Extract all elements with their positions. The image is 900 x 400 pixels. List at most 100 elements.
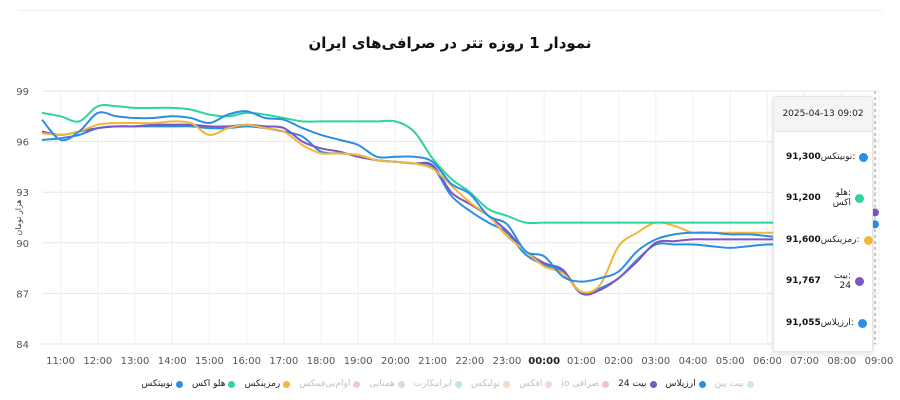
legend-item[interactable]: رمزینکس bbox=[244, 379, 291, 389]
legend-item[interactable]: نوبیتکس bbox=[141, 379, 183, 389]
x-tick-label: 11:00 bbox=[46, 356, 75, 367]
tooltip-series-dot bbox=[857, 318, 867, 328]
hover-tooltip: 2025-04-13 09:02 91,300:نوبیتکس 91,200 :هل… bbox=[773, 96, 873, 352]
x-tick-label: 16:00 bbox=[232, 356, 261, 367]
legend-label: اوام‌بی‌فینکس bbox=[299, 379, 351, 389]
legend-item[interactable]: صرافی io bbox=[561, 379, 610, 389]
x-tick-label: 08:00 bbox=[827, 356, 856, 367]
legend-item[interactable]: همتایی bbox=[369, 379, 405, 389]
series-line-2 bbox=[41, 120, 786, 294]
tooltip-row: 91,600:رمزینکس bbox=[782, 230, 873, 250]
legend-label: افکس bbox=[519, 379, 543, 389]
x-tick-label: 20:00 bbox=[381, 356, 410, 367]
x-tick-label: 02:00 bbox=[604, 356, 633, 367]
legend-dot bbox=[283, 380, 291, 388]
series-line-1 bbox=[41, 104, 786, 225]
tooltip-row: 91,055:ارزپلاس bbox=[782, 313, 867, 333]
tooltip-value: 91,200 bbox=[786, 193, 821, 203]
legend-label: همتایی bbox=[369, 379, 395, 389]
series-line-3 bbox=[41, 123, 786, 296]
legend-item[interactable]: بیت پین bbox=[715, 379, 754, 389]
tooltip-series-dot bbox=[859, 152, 869, 162]
x-tick-label: 07:00 bbox=[790, 356, 819, 367]
legend-dot bbox=[397, 380, 405, 388]
legend-item[interactable]: افکس bbox=[519, 379, 553, 389]
x-tick-label: 01:00 bbox=[567, 356, 596, 367]
y-axis-label: هزار تومان bbox=[14, 199, 23, 235]
legend-dot bbox=[353, 380, 361, 388]
tooltip-row: 91,300:نوبیتکس bbox=[782, 147, 869, 167]
y-tick-label: 90 bbox=[16, 239, 29, 250]
tooltip-series-name: :ارزپلاس bbox=[820, 318, 854, 328]
tooltip-value: 91,055 bbox=[786, 318, 821, 328]
legend-label: بیت 24 bbox=[618, 379, 647, 389]
legend-dot bbox=[228, 380, 236, 388]
legend-item[interactable]: بیت 24 bbox=[618, 379, 657, 389]
tooltip-series-dot bbox=[855, 193, 864, 203]
tooltip-value: 91,600 bbox=[786, 235, 821, 245]
y-tick-label: 84 bbox=[16, 340, 29, 351]
tooltip-row: 91,767 :بیت 24 bbox=[782, 271, 864, 291]
legend-label: بیت پین bbox=[714, 379, 744, 389]
legend-dot bbox=[175, 380, 183, 388]
tooltip-series-name: :رمزینکس bbox=[820, 235, 860, 245]
x-tick-label: 00:00 bbox=[528, 356, 560, 367]
legend-item[interactable]: اوام‌بی‌فینکس bbox=[299, 379, 361, 389]
tooltip-value: 91,300 bbox=[786, 152, 821, 162]
tooltip-timestamp: 2025-04-13 09:02 bbox=[774, 97, 872, 132]
y-tick-label: 96 bbox=[16, 138, 29, 149]
series-lines bbox=[41, 104, 787, 296]
x-tick-label: 18:00 bbox=[307, 356, 336, 367]
y-tick-label: 99 bbox=[16, 87, 29, 98]
legend-item[interactable]: تولیکس bbox=[471, 379, 511, 389]
x-tick-label: 15:00 bbox=[195, 356, 224, 367]
x-tick-label: 22:00 bbox=[455, 356, 484, 367]
tooltip-series-dot bbox=[863, 235, 873, 245]
x-axis-ticks: 11:00 12:00 13:00 14:00 15:00 16:00 17:00 18:00… bbox=[46, 356, 893, 367]
series-line-0 bbox=[41, 110, 787, 283]
x-tick-label: 03:00 bbox=[641, 356, 670, 367]
legend-dot bbox=[545, 380, 553, 388]
y-tick-label: 93 bbox=[16, 188, 29, 199]
legend-label: تولیکس bbox=[471, 379, 501, 389]
x-tick-label: 17:00 bbox=[269, 356, 298, 367]
tooltip-series-name: :نوبیتکس bbox=[820, 152, 856, 162]
x-tick-label: 21:00 bbox=[418, 356, 447, 367]
legend-item[interactable]: ارزپلاس bbox=[666, 379, 706, 389]
tooltip-series-name: :بیت 24 bbox=[833, 271, 851, 291]
x-tick-label: 09:00 bbox=[865, 356, 894, 367]
x-tick-label: 14:00 bbox=[158, 356, 187, 367]
x-tick-label: 06:00 bbox=[753, 356, 782, 367]
legend-dot bbox=[602, 380, 610, 388]
legend-dot bbox=[698, 380, 706, 388]
legend-item[interactable]: هلو اکس bbox=[192, 379, 236, 389]
x-tick-label: 05:00 bbox=[716, 356, 745, 367]
tooltip-series-dot bbox=[855, 276, 864, 286]
tooltip-row: 91,200 :هلو اکس bbox=[782, 188, 864, 208]
legend-label: نوبیتکس bbox=[141, 379, 173, 389]
chart-title: نمودار 1 روزه تتر در صرافی‌های ایران bbox=[308, 34, 592, 52]
grid bbox=[42, 90, 880, 345]
legend-label: صرافی io bbox=[561, 379, 600, 389]
legend-label: هلو اکس bbox=[191, 379, 226, 389]
legend-label: ایرانیکارت bbox=[413, 379, 453, 389]
x-tick-label: 13:00 bbox=[121, 356, 150, 367]
y-tick-label: 87 bbox=[16, 289, 29, 300]
x-tick-label: 23:00 bbox=[493, 356, 522, 367]
top-divider bbox=[18, 10, 882, 11]
legend-item[interactable]: ایرانیکارت bbox=[413, 379, 463, 389]
y-axis-ticks: 84 87 90 93 96 99 bbox=[16, 87, 29, 351]
x-tick-label: 04:00 bbox=[679, 356, 708, 367]
series-line-4 bbox=[41, 125, 787, 296]
legend-label: ارزپلاس bbox=[665, 379, 696, 389]
tooltip-series-name: :هلو اکس bbox=[832, 188, 851, 208]
legend-label: رمزینکس bbox=[244, 379, 281, 389]
x-tick-label: 19:00 bbox=[344, 356, 373, 367]
chart-legend: نوبیتکس هلو اکس رمزینکس اوام‌بی‌فینکس همتایی… bbox=[141, 376, 754, 392]
legend-dot bbox=[746, 380, 754, 388]
legend-dot bbox=[649, 380, 657, 388]
tooltip-value: 91,767 bbox=[786, 276, 821, 286]
legend-dot bbox=[503, 380, 511, 388]
x-tick-label: 12:00 bbox=[83, 356, 112, 367]
